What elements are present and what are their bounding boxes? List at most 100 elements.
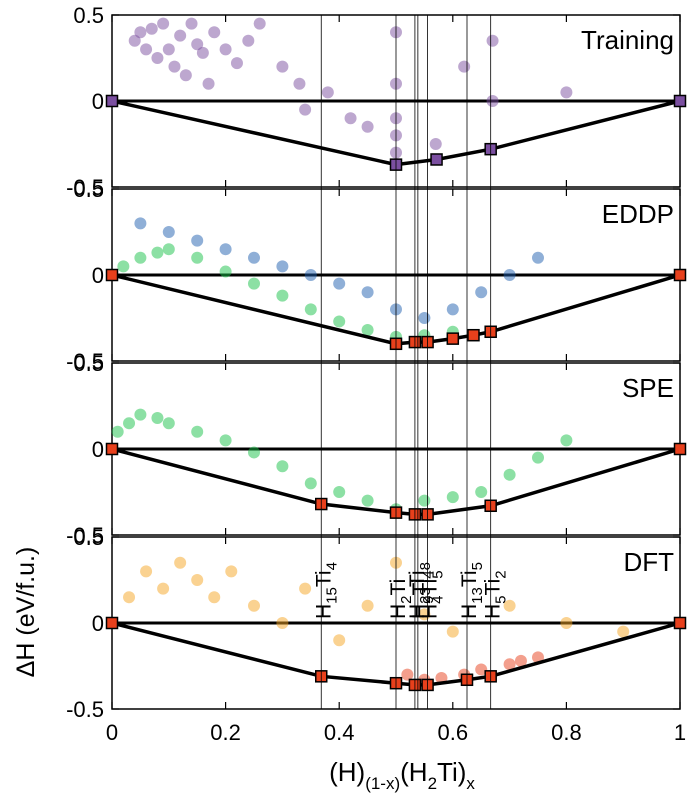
data-point xyxy=(191,574,204,586)
data-point xyxy=(361,120,374,133)
data-point xyxy=(418,494,431,507)
data-point xyxy=(333,315,346,328)
data-point xyxy=(168,60,181,73)
data-point xyxy=(162,43,175,56)
data-point xyxy=(140,565,153,578)
data-point xyxy=(276,60,289,73)
hull-marker xyxy=(105,616,119,630)
panel-training: 0.5 0 -0.5 Training xyxy=(66,3,687,200)
data-point xyxy=(446,491,459,504)
y-tick-label: 0.5 xyxy=(73,351,104,376)
y-tick-label: 0.5 xyxy=(73,525,104,550)
data-point xyxy=(503,599,516,612)
data-point xyxy=(333,486,346,498)
data-point xyxy=(333,634,346,647)
data-point xyxy=(157,582,170,595)
data-point xyxy=(304,269,317,281)
data-point xyxy=(219,243,232,256)
data-point xyxy=(219,434,232,447)
data-point xyxy=(174,556,187,569)
data-point xyxy=(276,460,289,473)
data-point xyxy=(248,599,260,612)
phase-label-H13Ti5: H13Ti5 xyxy=(458,562,486,619)
x-axis-label: (H)(1-x)(H2Ti)x xyxy=(329,757,475,793)
data-point xyxy=(179,69,192,82)
panel-title: EDDP xyxy=(602,199,674,229)
data-point xyxy=(560,434,573,447)
hull-marker xyxy=(446,332,460,345)
data-point xyxy=(208,26,221,39)
data-point xyxy=(248,277,260,290)
panel-eddp: 0.5 0 -0.5 EDDP xyxy=(66,177,687,374)
series-training-structures xyxy=(128,17,573,159)
phase-lines xyxy=(320,15,492,709)
series-dft-red xyxy=(401,651,544,686)
hull-marker xyxy=(105,268,119,282)
panel-title: DFT xyxy=(623,547,674,577)
data-point xyxy=(361,494,374,507)
hull-marker xyxy=(673,268,687,282)
x-tick-label: 0.6 xyxy=(438,720,469,745)
data-point xyxy=(333,277,346,290)
panel-title: SPE xyxy=(622,373,674,403)
data-point xyxy=(225,565,238,578)
data-point xyxy=(475,286,488,299)
data-point xyxy=(219,265,232,278)
hull-marker xyxy=(467,328,480,342)
data-point xyxy=(446,625,459,638)
phase-label-H4Ti5: H4Ti5 xyxy=(419,570,447,619)
data-point xyxy=(202,77,215,90)
data-point xyxy=(162,243,175,256)
data-point xyxy=(123,417,136,430)
data-point xyxy=(532,451,544,464)
data-point xyxy=(299,582,312,595)
panels: 0.50-0.5Training0.50-0.5EDDP0.50-0.5SPE0… xyxy=(66,3,687,722)
data-point xyxy=(253,17,266,30)
hull-marker xyxy=(673,94,687,108)
data-point xyxy=(145,22,158,35)
data-point xyxy=(162,226,175,238)
hull-marker xyxy=(673,616,687,630)
series-spe-green xyxy=(111,408,573,516)
data-point xyxy=(361,286,374,299)
x-tick-label: 0.8 xyxy=(551,720,582,745)
x-tick-label: 0 xyxy=(106,720,118,745)
y-tick-label: -0.5 xyxy=(66,349,104,374)
data-point xyxy=(134,251,147,264)
data-point xyxy=(123,591,136,604)
data-point xyxy=(248,251,260,264)
panel-title: Training xyxy=(581,25,674,55)
data-point xyxy=(344,112,357,125)
hull-marker xyxy=(673,442,687,456)
data-point xyxy=(560,617,573,629)
y-tick-label: 0 xyxy=(92,263,104,288)
hull-marker xyxy=(105,94,119,108)
panel-dft: 0.5 0 -0.5 DFT xyxy=(66,525,687,722)
data-point xyxy=(446,303,459,316)
data-point xyxy=(429,138,442,150)
hull-marker xyxy=(105,442,119,456)
data-point xyxy=(418,312,431,324)
data-point xyxy=(503,658,516,671)
data-point xyxy=(361,324,374,337)
y-tick-label: 0 xyxy=(92,611,104,636)
data-point xyxy=(151,246,164,259)
x-axis: 0 0.2 0.4 0.6 0.8 1 xyxy=(106,720,686,745)
data-point xyxy=(276,617,289,629)
data-point xyxy=(208,591,221,604)
data-point xyxy=(299,103,312,116)
data-point xyxy=(128,34,141,47)
phase-label-H15Ti4: H15Ti4 xyxy=(312,562,340,619)
data-point xyxy=(151,52,164,64)
data-point xyxy=(191,425,204,438)
y-tick-label: 0 xyxy=(92,89,104,114)
phase-label-H5Ti2: H5Ti2 xyxy=(482,570,510,619)
data-point xyxy=(293,77,306,90)
data-point xyxy=(321,86,334,99)
data-point xyxy=(242,34,255,47)
data-point xyxy=(248,446,260,459)
data-point xyxy=(276,260,289,273)
y-tick-label: -0.5 xyxy=(66,523,104,548)
data-point xyxy=(140,43,153,56)
